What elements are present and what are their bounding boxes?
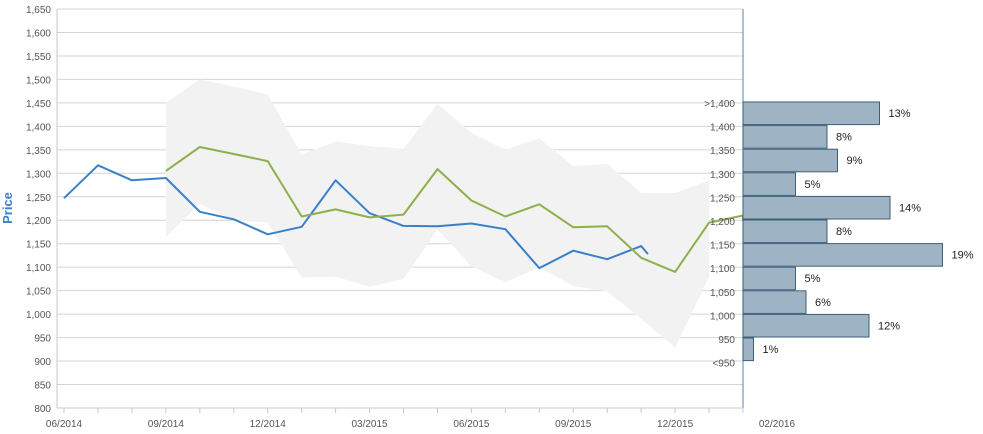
y-tick-label: 1,350 bbox=[26, 146, 51, 157]
y-tick-label: 850 bbox=[34, 381, 51, 392]
distribution-bar bbox=[742, 172, 796, 196]
y-tick-label: 800 bbox=[34, 404, 51, 415]
y-tick-label: 1,650 bbox=[26, 5, 51, 16]
distribution-bar bbox=[742, 148, 838, 173]
y-axis-ticks: 800 850 900 950 1,000 1,050 1,100 1,150 1,200 1,2… bbox=[26, 5, 51, 415]
series-lines bbox=[63, 146, 744, 273]
distribution-bin-label: <950 bbox=[712, 359, 735, 370]
series-line-1 bbox=[165, 146, 744, 273]
y-tick-label: 1,450 bbox=[26, 99, 51, 110]
distribution-bin-label: 1,000 bbox=[710, 311, 735, 322]
y-tick-label: 1,300 bbox=[26, 169, 51, 180]
distribution-percent-label: 8% bbox=[836, 132, 852, 144]
x-tick-label: 09/2014 bbox=[148, 419, 185, 430]
y-tick-label: 1,600 bbox=[26, 28, 51, 39]
distribution-bar bbox=[742, 219, 828, 244]
x-tick-label: 12/2014 bbox=[250, 419, 287, 430]
distribution-percent-label: 9% bbox=[847, 155, 863, 167]
x-axis-ticks: 06/2014 09/2014 12/2014 03/2015 06/2015 09/20… bbox=[46, 408, 796, 430]
y-tick-label: 1,150 bbox=[26, 240, 51, 251]
distribution-bin-label: 1,100 bbox=[710, 264, 735, 275]
distribution-bin-label: 1,400 bbox=[710, 123, 735, 134]
distribution-percent-label: 13% bbox=[889, 108, 911, 120]
distribution-percent-label: 6% bbox=[815, 297, 831, 309]
distribution-bar bbox=[742, 290, 807, 314]
distribution-bar bbox=[742, 101, 880, 126]
distribution-percent-label: 14% bbox=[899, 202, 921, 214]
y-tick-label: 1,400 bbox=[26, 122, 51, 133]
y-tick-label: 1,100 bbox=[26, 263, 51, 274]
x-tick-label: 06/2015 bbox=[453, 419, 490, 430]
distribution-bin-label: 950 bbox=[718, 335, 735, 346]
distribution-bin-label: 1,350 bbox=[710, 146, 735, 157]
distribution-bar bbox=[742, 337, 754, 362]
x-tick-label: 12/2015 bbox=[657, 419, 694, 430]
distribution-bin-label: >1,400 bbox=[704, 99, 735, 110]
distribution-bar bbox=[742, 243, 943, 267]
distribution-percent-label: 5% bbox=[805, 179, 821, 191]
x-tick-label: 02/2016 bbox=[759, 419, 796, 430]
y-tick-label: 1,550 bbox=[26, 52, 51, 63]
distribution-bar bbox=[742, 125, 828, 149]
y-tick-label: 950 bbox=[34, 334, 51, 345]
price-range-band bbox=[165, 79, 710, 348]
x-tick-label: 06/2014 bbox=[46, 419, 83, 430]
distribution-percent-label: 19% bbox=[952, 250, 974, 262]
y-tick-label: 1,000 bbox=[26, 310, 51, 321]
series-line-0 bbox=[63, 164, 649, 270]
distribution-bin-label: 1,050 bbox=[710, 288, 735, 299]
distribution-percent-label: 12% bbox=[878, 320, 900, 332]
distribution-percent-label: 8% bbox=[836, 226, 852, 238]
y-tick-label: 1,200 bbox=[26, 216, 51, 227]
y-tick-label: 1,250 bbox=[26, 193, 51, 204]
x-tick-label: 03/2015 bbox=[351, 419, 388, 430]
distribution-bar bbox=[742, 313, 870, 338]
y-tick-label: 900 bbox=[34, 357, 51, 368]
distribution-bin-label: 1,200 bbox=[710, 217, 735, 228]
y-tick-label: 1,050 bbox=[26, 287, 51, 298]
distribution-bin-label: 1,300 bbox=[710, 170, 735, 181]
y-tick-label: 1,500 bbox=[26, 75, 51, 86]
distribution-bar bbox=[742, 195, 891, 220]
range-band-area bbox=[165, 79, 710, 348]
distribution-bar bbox=[742, 266, 796, 291]
x-tick-label: 09/2015 bbox=[555, 419, 592, 430]
distribution-bin-label: 1,150 bbox=[710, 241, 735, 252]
distribution-bars: >1,400 13% 1,400 8% 1,350 9% 1,300 5% 1,250 14% 1,… bbox=[704, 99, 974, 370]
y-axis-label: Price bbox=[0, 192, 15, 224]
distribution-percent-label: 5% bbox=[805, 273, 821, 285]
distribution-percent-label: 1% bbox=[763, 344, 779, 356]
distribution-bin-label: 1,250 bbox=[710, 193, 735, 204]
